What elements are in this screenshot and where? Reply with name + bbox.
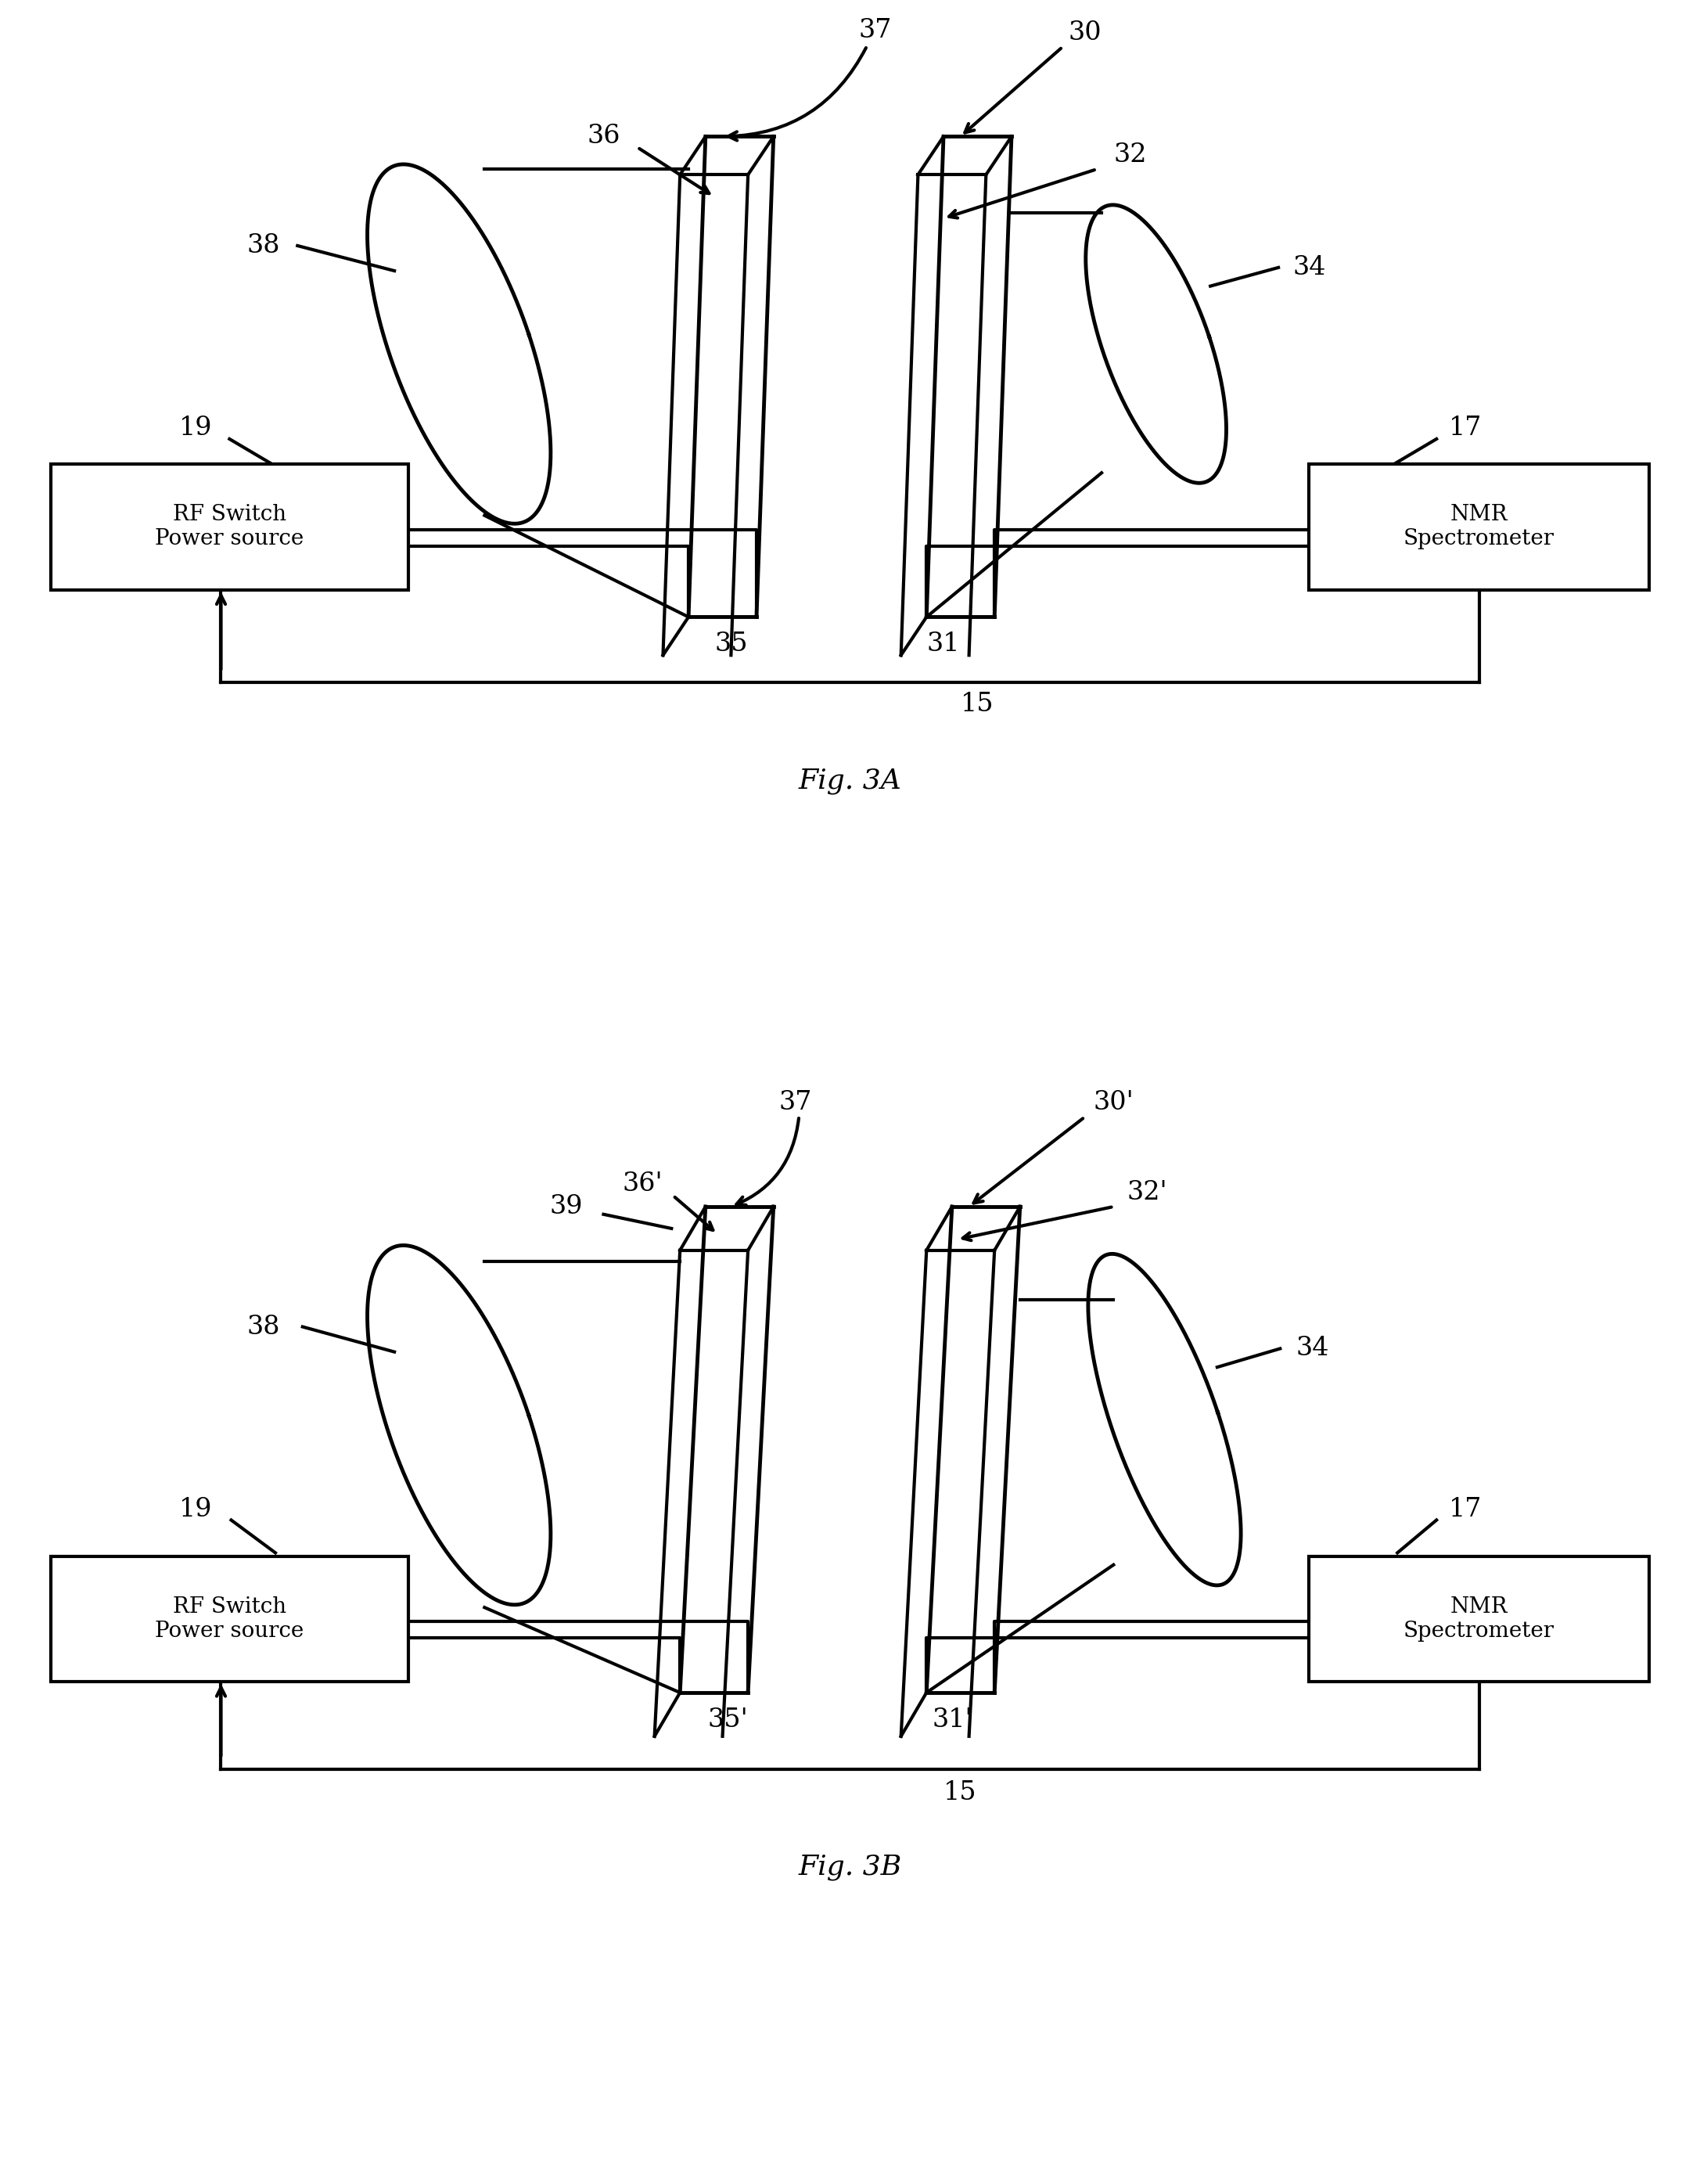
Text: 30: 30	[1068, 20, 1102, 46]
FancyBboxPatch shape	[51, 1555, 408, 1682]
Text: 19: 19	[178, 415, 212, 441]
FancyBboxPatch shape	[51, 463, 408, 590]
Text: 37: 37	[779, 1090, 813, 1116]
Text: 38: 38	[246, 1315, 280, 1339]
FancyBboxPatch shape	[1309, 1555, 1649, 1682]
Text: 32: 32	[1114, 142, 1148, 168]
Text: 19: 19	[178, 1496, 212, 1522]
Text: 15: 15	[960, 692, 994, 716]
Text: Fig. 3B: Fig. 3B	[799, 1854, 901, 1880]
Text: NMR
Spectrometer: NMR Spectrometer	[1404, 1597, 1554, 1642]
Text: 34: 34	[1292, 256, 1326, 280]
Text: RF Switch
Power source: RF Switch Power source	[155, 505, 304, 550]
Text: 39: 39	[549, 1195, 583, 1219]
Text: NMR
Spectrometer: NMR Spectrometer	[1404, 505, 1554, 550]
Text: 17: 17	[1448, 1496, 1482, 1522]
Text: 15: 15	[944, 1780, 977, 1806]
FancyBboxPatch shape	[1309, 463, 1649, 590]
Text: 36': 36'	[622, 1171, 663, 1197]
Text: 32': 32'	[1127, 1179, 1168, 1206]
Text: 31': 31'	[932, 1708, 972, 1732]
Text: 31: 31	[926, 631, 960, 657]
Text: 17: 17	[1448, 415, 1482, 441]
Text: RF Switch
Power source: RF Switch Power source	[155, 1597, 304, 1642]
Text: 30': 30'	[1093, 1090, 1134, 1116]
Text: 36: 36	[586, 124, 620, 149]
Text: 35: 35	[714, 631, 748, 657]
Text: Fig. 3A: Fig. 3A	[799, 767, 901, 795]
Text: 34: 34	[1295, 1337, 1329, 1361]
Text: 35': 35'	[707, 1708, 748, 1732]
Text: 37: 37	[858, 17, 892, 44]
Text: 38: 38	[246, 234, 280, 258]
